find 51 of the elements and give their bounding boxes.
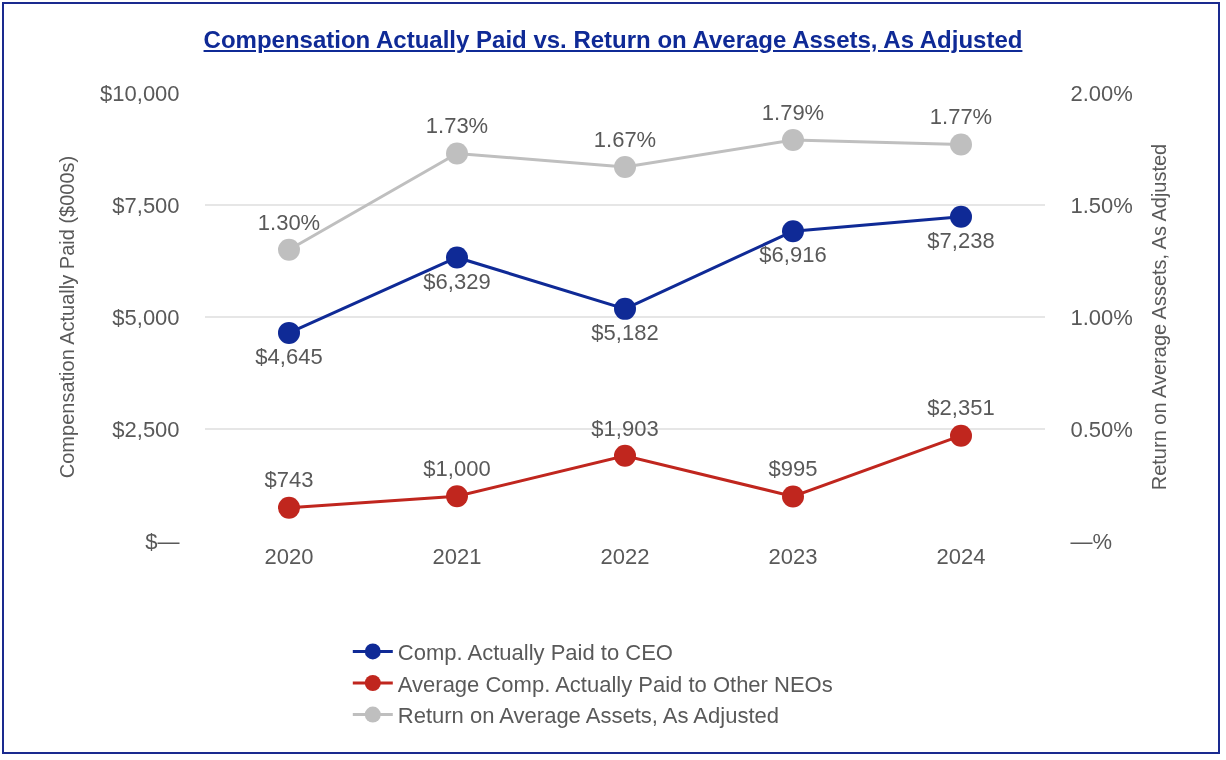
y2-tick-label: 0.50% (1070, 416, 1133, 442)
point (614, 444, 636, 467)
data-label: $5,182 (591, 320, 659, 346)
x-tick-label: 2021 (432, 544, 482, 569)
y-tick-label: $10,000 (100, 80, 180, 106)
x-tick-label: 2022 (600, 544, 650, 569)
x-tick-label: 2024 (936, 544, 986, 569)
data-label: $6,329 (423, 268, 491, 294)
data-label: 1.30% (257, 209, 321, 235)
y-tick-label: $5,000 (112, 304, 180, 330)
point (446, 485, 468, 508)
data-label: $743 (264, 467, 314, 493)
data-label: $995 (768, 456, 818, 482)
y-tick-label: $— (145, 528, 180, 554)
point (950, 424, 972, 447)
data-label: $7,238 (927, 227, 995, 253)
data-label: 1.79% (761, 99, 825, 125)
y-axis-title: Compensation Actually Paid ($000s) (55, 155, 78, 479)
point (950, 205, 972, 228)
data-label: $1,903 (591, 415, 659, 441)
y-tick-label: $2,500 (112, 416, 180, 442)
point (278, 496, 300, 519)
y2-tick-label: 1.00% (1070, 304, 1133, 330)
point (278, 238, 300, 261)
x-tick-label: 2020 (264, 544, 314, 569)
y2-tick-label: 1.50% (1070, 192, 1133, 218)
y-tick-label: $7,500 (112, 192, 180, 218)
point (614, 155, 636, 178)
point (446, 246, 468, 269)
point (278, 321, 300, 344)
y2-axis-title: Return on Average Assets, As Adjusted (1148, 143, 1171, 491)
point (614, 297, 636, 320)
legend-label: Comp. Actually Paid to CEO (397, 639, 673, 665)
x-tick-label: 2023 (768, 544, 818, 569)
point (782, 129, 804, 152)
legend-label: Average Comp. Actually Paid to Other NEOs (397, 671, 833, 697)
y2-tick-label: 2.00% (1070, 80, 1133, 106)
data-label: $1,000 (423, 455, 491, 481)
point (446, 142, 468, 165)
data-label: $4,645 (255, 344, 323, 370)
point (950, 133, 972, 156)
chart-title: Compensation Actually Paid vs. Return on Average Assets, As Adjusted (202, 26, 1024, 54)
data-label: $6,916 (759, 242, 827, 268)
y2-tick-label: —% (1070, 528, 1112, 554)
point (782, 220, 804, 243)
data-label: $2,351 (927, 395, 995, 421)
legend-label: Return on Average Assets, As Adjusted (397, 703, 779, 729)
data-label: 1.73% (425, 113, 489, 139)
point (782, 485, 804, 508)
data-label: 1.77% (929, 104, 993, 130)
data-label: 1.67% (593, 126, 657, 152)
